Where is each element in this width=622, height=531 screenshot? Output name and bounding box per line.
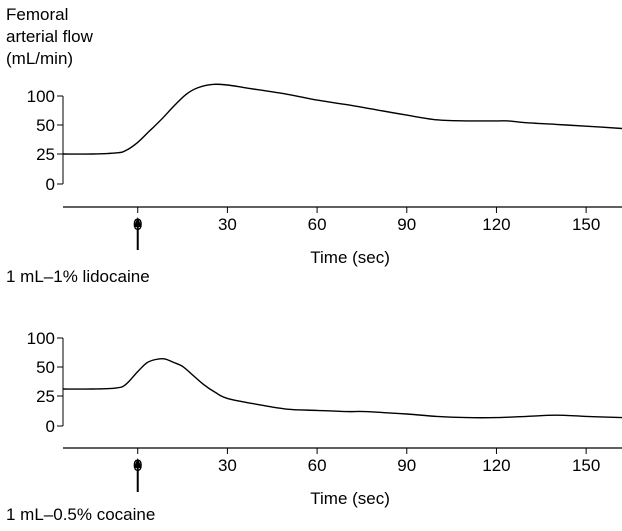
x-tick-label: 90 bbox=[397, 456, 416, 475]
y-tick-label: 0 bbox=[46, 175, 55, 194]
y-tick-label: 25 bbox=[36, 145, 55, 164]
cocaine-chart: 025501000306090120150Time (sec) bbox=[27, 329, 622, 508]
y-axis-label-line: (mL/min) bbox=[6, 49, 74, 68]
lidocaine-chart: 025501000306090120150Time (sec) bbox=[27, 83, 622, 267]
flow-series-line bbox=[62, 357, 622, 419]
injection-arrow-head bbox=[133, 217, 142, 227]
x-tick-label: 150 bbox=[572, 456, 600, 475]
y-tick-label: 25 bbox=[36, 387, 55, 406]
injection-annotation-lidocaine: 1 mL–1% lidocaine bbox=[6, 267, 150, 286]
injection-arrow-head bbox=[133, 458, 142, 468]
flow-series-line bbox=[62, 83, 622, 155]
injection-annotation-cocaine: 1 mL–0.5% cocaine bbox=[6, 505, 156, 524]
x-tick-label: 120 bbox=[482, 215, 510, 234]
y-tick-label: 100 bbox=[27, 329, 55, 348]
x-tick-label: 30 bbox=[218, 456, 237, 475]
x-tick-label: 120 bbox=[482, 456, 510, 475]
x-tick-label: 60 bbox=[308, 215, 327, 234]
x-tick-label: 90 bbox=[397, 215, 416, 234]
y-axis-label-line: arterial flow bbox=[6, 27, 93, 46]
y-tick-label: 0 bbox=[46, 417, 55, 436]
x-tick-label: 30 bbox=[218, 215, 237, 234]
y-tick-label: 50 bbox=[36, 116, 55, 135]
x-axis-label: Time (sec) bbox=[310, 248, 390, 267]
y-tick-label: 100 bbox=[27, 87, 55, 106]
x-axis-label: Time (sec) bbox=[310, 489, 390, 508]
y-axis-label-line: Femoral bbox=[6, 5, 69, 24]
x-tick-label: 150 bbox=[572, 215, 600, 234]
x-tick-label: 60 bbox=[308, 456, 327, 475]
y-tick-label: 50 bbox=[36, 358, 55, 377]
